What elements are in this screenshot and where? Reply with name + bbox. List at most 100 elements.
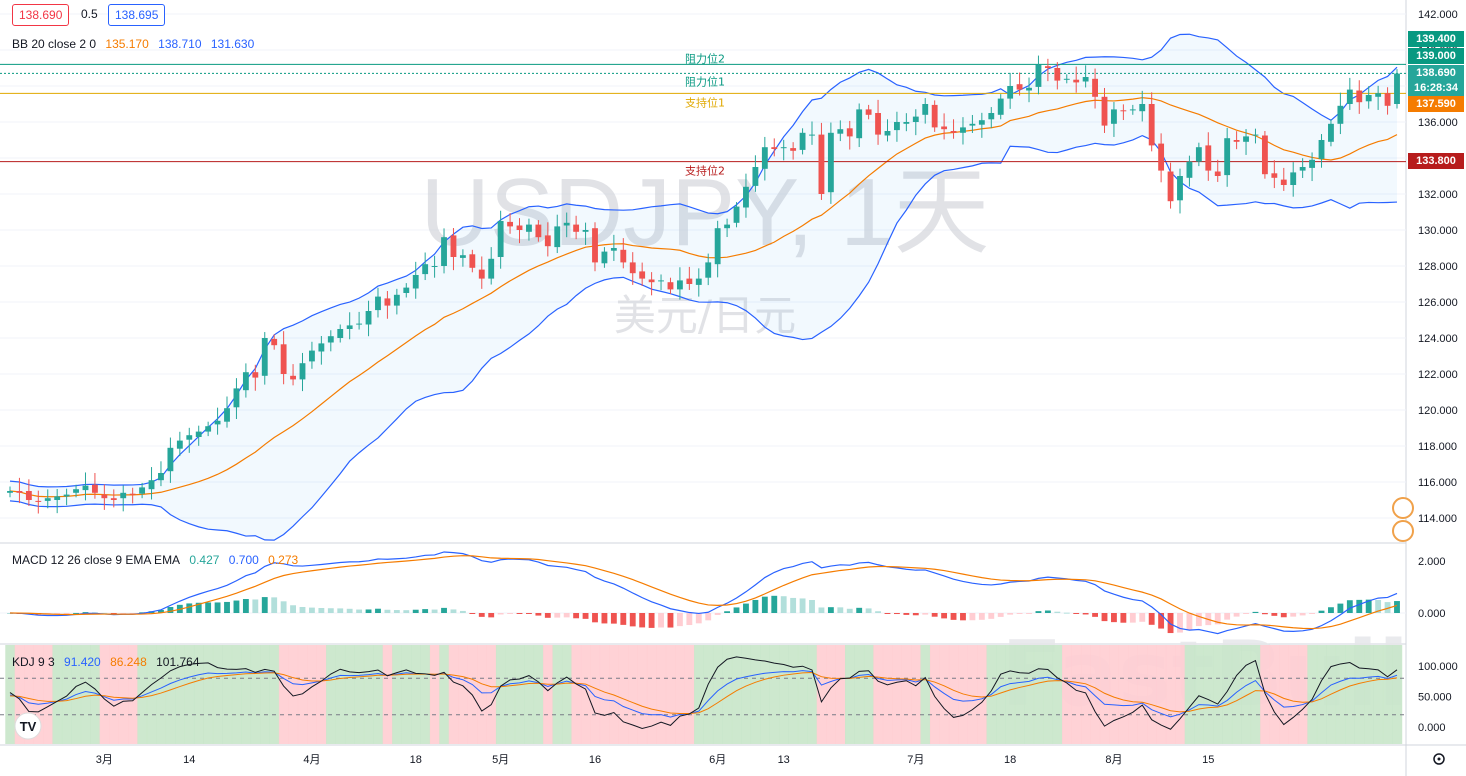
- macd-histogram-bar: [563, 613, 570, 618]
- kdj-zone: [722, 645, 733, 744]
- candle-body: [780, 147, 787, 149]
- macd-histogram-bar: [1177, 613, 1183, 633]
- price-tick-label: 126.000: [1418, 297, 1458, 309]
- macd-histogram-bar: [110, 613, 117, 614]
- kdj-zone: [505, 645, 516, 744]
- macd-histogram-bar: [1195, 613, 1202, 627]
- bid-price-box[interactable]: 138.690: [12, 4, 70, 26]
- macd-histogram-bar: [988, 613, 995, 619]
- candle-body: [1337, 105, 1344, 124]
- macd-histogram-bar: [1148, 613, 1155, 625]
- candle-body: [478, 269, 485, 279]
- candle-body: [988, 113, 995, 120]
- kdj-zone: [1146, 645, 1157, 744]
- macd-legend[interactable]: MACD 12 26 close 9 EMA EMA 0.427 0.700 0…: [12, 553, 304, 567]
- candle-body: [176, 440, 183, 449]
- candle-body: [431, 266, 438, 267]
- macd-histogram-bar: [912, 613, 919, 616]
- macd-histogram-bar: [1186, 613, 1193, 630]
- candle-body: [129, 493, 136, 495]
- macd-histogram-bar: [441, 607, 447, 613]
- kdj-d-line: [9, 671, 1398, 715]
- tradingview-logo[interactable]: TV: [14, 712, 42, 740]
- candle-body: [1111, 109, 1117, 124]
- kdj-zone: [1137, 645, 1148, 744]
- bb-legend[interactable]: BB 20 close 2 0 135.170 138.710 131.630: [12, 37, 260, 51]
- macd-histogram-bar: [195, 602, 202, 613]
- macd-histogram-bar: [601, 613, 608, 624]
- candle-body: [450, 235, 457, 257]
- macd-histogram-bar: [469, 613, 476, 614]
- candle-body: [1016, 84, 1023, 90]
- kdj-zone: [646, 645, 657, 744]
- kdj-zone: [1052, 645, 1063, 744]
- macd-histogram-bar: [488, 613, 495, 618]
- bb-basis-line: [9, 97, 1398, 498]
- kdj-zone: [1175, 645, 1186, 744]
- time-label: 8月: [1105, 754, 1122, 766]
- macd-line-value: 0.700: [228, 553, 259, 567]
- candle-body: [1158, 143, 1165, 171]
- candle-body: [214, 420, 221, 425]
- candle-body: [422, 264, 429, 275]
- kdj-zone: [1373, 645, 1384, 744]
- macd-histogram-bar: [1054, 611, 1061, 613]
- macd-histogram-bar: [1252, 611, 1259, 613]
- event-icon[interactable]: [1392, 520, 1414, 542]
- kdj-legend[interactable]: KDJ 9 3 91.420 86.248 101.764: [12, 655, 206, 669]
- ask-price-box[interactable]: 138.695: [108, 4, 166, 26]
- candle-body: [290, 375, 296, 380]
- candle-body: [224, 408, 230, 422]
- kdj-zone: [750, 645, 761, 744]
- kdj-zone: [778, 645, 789, 744]
- macd-histogram-bar: [809, 599, 815, 613]
- candle-body: [705, 262, 712, 278]
- price-tick-label: 116.000: [1418, 477, 1457, 489]
- macd-histogram-bar: [799, 598, 806, 613]
- candle-body: [1384, 93, 1391, 106]
- us-flag-icon[interactable]: [1392, 497, 1414, 519]
- macd-histogram-bar: [837, 607, 844, 613]
- macd-histogram-bar: [299, 606, 306, 613]
- macd-histogram-bar: [743, 603, 749, 613]
- kdj-zone: [1033, 645, 1044, 744]
- candle-body: [639, 271, 646, 279]
- kdj-zone: [1213, 645, 1223, 744]
- kdj-zone: [156, 645, 167, 744]
- kdj-zone: [826, 645, 837, 744]
- settings-gear-icon[interactable]: [1433, 753, 1445, 765]
- macd-histogram-bar: [705, 613, 712, 621]
- kdj-zone: [467, 645, 478, 744]
- macd-legend-label: MACD 12 26 close 9 EMA EMA: [12, 553, 181, 567]
- price-tick-label: 128.000: [1418, 261, 1458, 273]
- kdj-zone: [618, 645, 629, 744]
- macd-histogram-bar: [960, 613, 966, 621]
- candle-body: [554, 226, 561, 248]
- kdj-zone: [146, 645, 157, 744]
- time-axis[interactable]: 3月 14 4月 18 5月 16 6月 13 7月 18 8月 15: [96, 754, 1215, 766]
- candle-body: [818, 134, 825, 194]
- kdj-zone: [14, 645, 25, 744]
- candle-body: [761, 147, 768, 169]
- candle-body: [497, 221, 504, 257]
- macd-histogram-bar: [403, 610, 410, 613]
- price-axis[interactable]: 142.000140.000138.000136.000134.000132.0…: [1418, 9, 1458, 734]
- candle-body: [629, 262, 636, 274]
- macd-histogram-bar: [120, 613, 127, 614]
- kdj-zone: [429, 645, 440, 744]
- macd-histogram-bar: [1261, 613, 1268, 615]
- kdj-zone: [590, 645, 601, 744]
- kdj-zone: [392, 645, 403, 744]
- candle-body: [233, 388, 240, 408]
- macd-histogram-bar: [1007, 613, 1014, 615]
- macd-histogram-bar: [544, 613, 551, 618]
- kdj-zone: [1335, 645, 1346, 744]
- candle-body: [827, 132, 834, 193]
- kdj-zone: [458, 645, 469, 744]
- macd-histogram-bar: [1290, 613, 1297, 617]
- kdj-zone: [127, 645, 138, 744]
- kdj-zone: [1316, 645, 1327, 744]
- candle-body: [73, 489, 79, 493]
- level-lines: 阻力位2 阻力位1 支持位1 支持位2: [0, 51, 1406, 178]
